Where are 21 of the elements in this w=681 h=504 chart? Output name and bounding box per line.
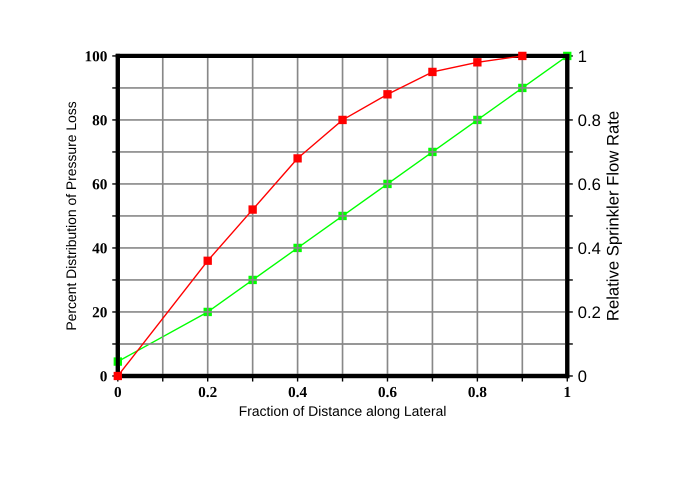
x-tick-label: 1: [564, 386, 570, 397]
y2-tick-label: 1: [578, 50, 586, 62]
y-tick-label: 40: [92, 243, 107, 254]
x-tick-label: 0.6: [378, 386, 397, 398]
y-tick-label: 20: [92, 307, 107, 318]
x-tick-label: 0.2: [198, 386, 217, 398]
y-tick-label: 60: [92, 179, 107, 190]
y2-tick-label: 0.4: [578, 242, 600, 254]
x-tick-label: 0.8: [468, 386, 486, 398]
y2-tick-label: 0.6: [578, 178, 600, 190]
y-tick-label: 80: [92, 115, 107, 126]
x-tick-label: 0: [114, 386, 122, 398]
x-tick-label: 0.4: [288, 386, 307, 398]
y2-tick-label: 0: [578, 370, 586, 382]
y2-tick-label: 0.8: [578, 114, 600, 126]
y-tick-label: 100: [86, 51, 107, 62]
y-axis-title: Percent Distribution of Pressure Loss: [66, 102, 76, 330]
y2-axis-title: Relative Sprinkler Flow Rate: [606, 112, 622, 320]
x-axis-title: Fraction of Distance along Lateral: [240, 406, 446, 419]
y-tick-label: 0: [100, 371, 107, 382]
y2-tick-label: 0.2: [578, 306, 600, 318]
